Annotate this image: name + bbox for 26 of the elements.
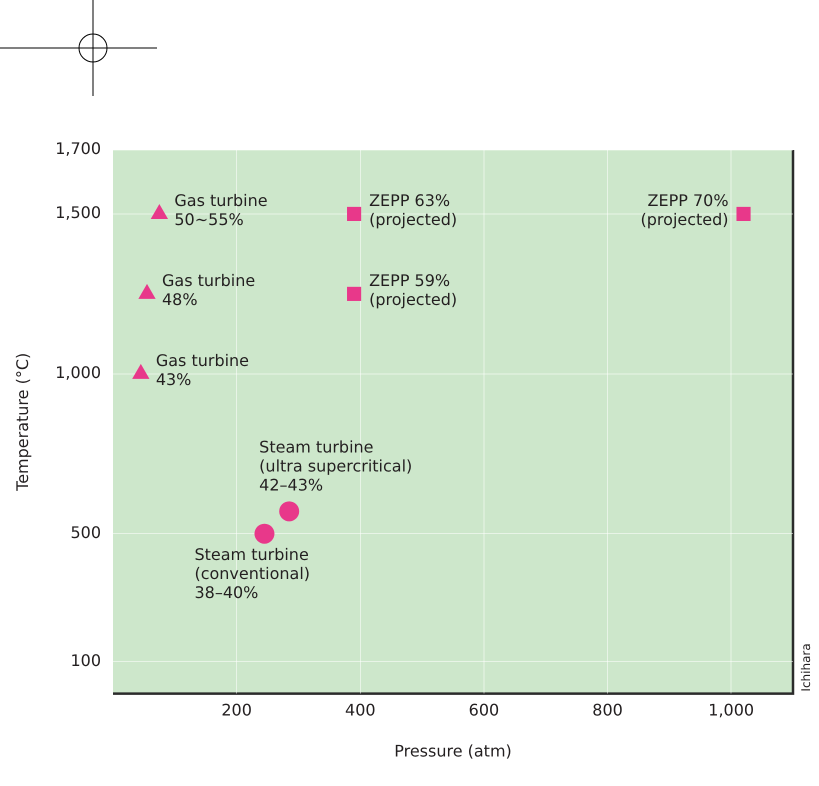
x-axis-title: Pressure (atm): [394, 742, 512, 761]
point: [347, 206, 362, 222]
annotation: Steam turbine (ultra supercritical) 42–43%: [259, 437, 412, 494]
annotation: ZEPP 63% (projected): [369, 191, 458, 230]
annotation: Gas turbine 48%: [162, 271, 256, 310]
point: [279, 501, 300, 522]
point: [347, 286, 362, 301]
y-tick-label: 500: [70, 522, 102, 542]
annotation: Gas turbine 43%: [156, 350, 250, 389]
x-tick-label: 600: [468, 700, 500, 720]
x-tick-label: 200: [221, 700, 252, 720]
annotation: ZEPP 70% (projected): [640, 191, 729, 230]
annotation: Steam turbine (conventional) 38–40%: [194, 544, 310, 602]
annotation: Gas turbine 50~55%: [174, 191, 268, 230]
y-tick-label: 1,700: [55, 139, 102, 158]
x-tick-label: 1,000: [708, 700, 754, 720]
y-tick-label: 1,500: [55, 203, 102, 222]
text: Ichihara: [799, 643, 814, 692]
y-tick-label: 100: [70, 650, 102, 670]
x-tick-label: 400: [345, 700, 376, 720]
x-tick-label: 800: [592, 700, 623, 720]
point: [254, 524, 274, 544]
y-tick-label: 1,000: [55, 362, 102, 382]
point: [736, 206, 751, 222]
y-axis-title: Temperature (°C): [12, 352, 32, 492]
annotation: ZEPP 59% (projected): [369, 271, 458, 310]
